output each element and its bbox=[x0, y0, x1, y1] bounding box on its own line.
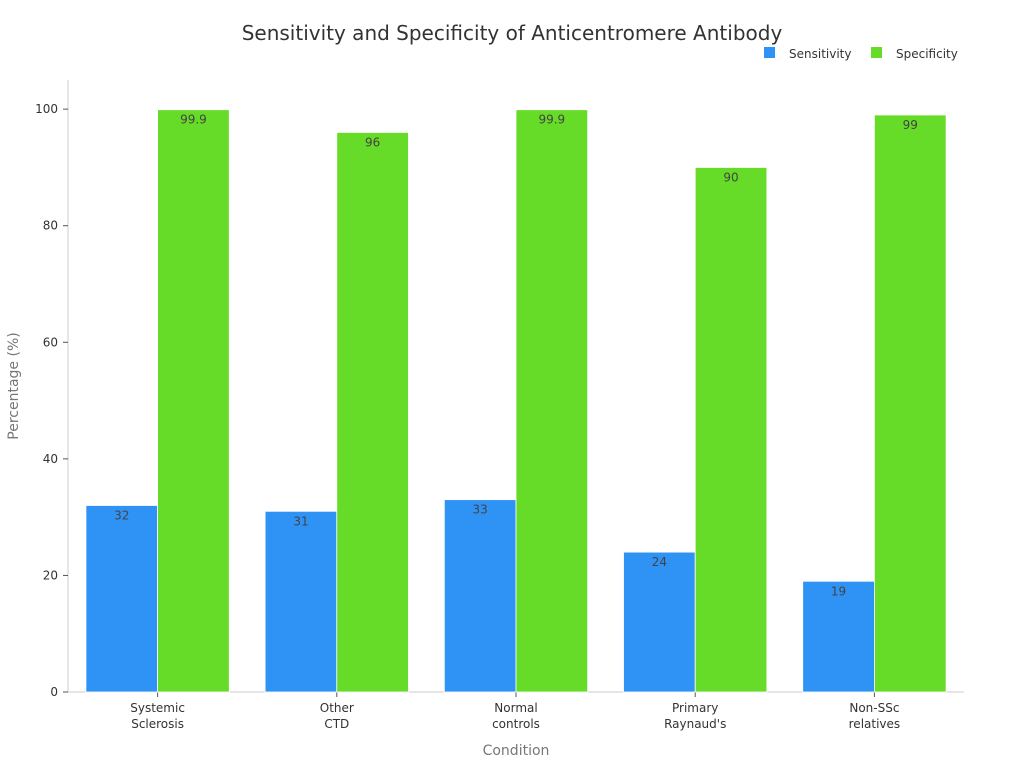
category-label: CTD bbox=[324, 717, 349, 731]
data-label: 99.9 bbox=[180, 113, 207, 127]
data-label: 19 bbox=[831, 584, 846, 598]
legend-swatch-specificity bbox=[871, 47, 882, 58]
y-tick-label: 20 bbox=[43, 568, 58, 582]
bar-sensitivity bbox=[802, 580, 875, 693]
x-axis: Systemic Sclerosis Other CTD Normal controls P… bbox=[68, 691, 964, 731]
y-axis-title: Percentage (%) bbox=[6, 332, 22, 439]
bar-sensitivity bbox=[264, 510, 338, 693]
category-label: relatives bbox=[849, 717, 901, 731]
y-tick-label: 60 bbox=[43, 335, 58, 349]
data-label: 90 bbox=[723, 170, 738, 184]
bar-specificity bbox=[336, 132, 409, 693]
bar-specificity bbox=[874, 114, 947, 693]
y-tick-label: 100 bbox=[35, 102, 58, 116]
legend: Sensitivity Specificity bbox=[764, 47, 958, 61]
legend-swatch-sensitivity bbox=[764, 47, 775, 58]
bars bbox=[85, 109, 947, 693]
category-label: Non-SSc bbox=[849, 701, 899, 715]
y-tick-label: 80 bbox=[43, 219, 58, 233]
bar-sensitivity bbox=[623, 551, 696, 693]
category-label: controls bbox=[492, 717, 540, 731]
data-labels: 32 99.9 31 96 33 99.9 24 90 19 99 bbox=[114, 113, 918, 599]
chart-title: Sensitivity and Specificity of Anticentr… bbox=[242, 21, 783, 45]
bar-specificity bbox=[694, 167, 768, 693]
data-label: 99.9 bbox=[538, 113, 565, 127]
category-label: Primary bbox=[672, 701, 718, 715]
category-label: Other bbox=[320, 701, 354, 715]
bar-specificity bbox=[157, 109, 230, 693]
data-label: 96 bbox=[365, 135, 380, 149]
category-label: Sclerosis bbox=[131, 717, 184, 731]
y-tick-label: 0 bbox=[50, 685, 58, 699]
legend-label-sensitivity: Sensitivity bbox=[789, 47, 851, 61]
data-label: 99 bbox=[903, 118, 918, 132]
bar-sensitivity bbox=[85, 505, 158, 693]
legend-label-specificity: Specificity bbox=[896, 47, 958, 61]
category-label: Systemic bbox=[130, 701, 185, 715]
bar-sensitivity bbox=[443, 499, 517, 693]
data-label: 24 bbox=[652, 555, 667, 569]
bar-specificity bbox=[515, 109, 589, 693]
y-tick-label: 40 bbox=[43, 452, 58, 466]
category-label: Raynaud's bbox=[664, 717, 726, 731]
data-label: 33 bbox=[473, 503, 488, 517]
x-axis-title: Condition bbox=[483, 743, 550, 759]
data-label: 32 bbox=[114, 508, 129, 522]
y-axis: 0 20 40 60 80 100 bbox=[35, 80, 69, 699]
data-label: 31 bbox=[293, 514, 308, 528]
category-label: Normal bbox=[494, 701, 537, 715]
